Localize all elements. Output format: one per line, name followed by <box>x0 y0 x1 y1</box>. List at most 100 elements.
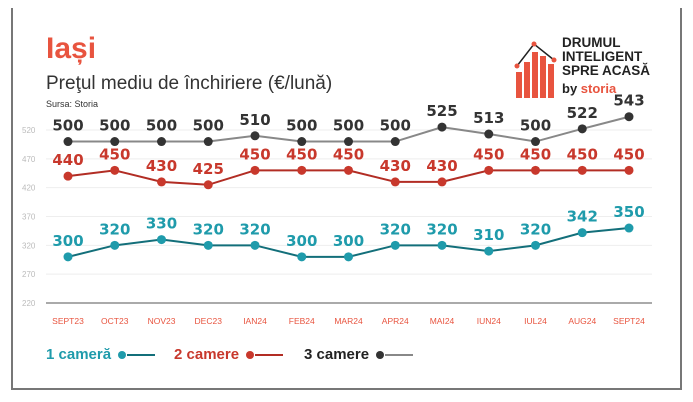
data-label: 320 <box>99 220 130 238</box>
data-label: 440 <box>52 151 83 169</box>
data-point <box>484 246 494 256</box>
legend-label: 2 camere <box>174 346 240 363</box>
data-point <box>157 235 166 245</box>
data-label: 500 <box>333 117 364 135</box>
x-tick-label: MAI24 <box>430 316 455 326</box>
data-label: 425 <box>193 160 224 178</box>
data-label: 500 <box>146 117 177 135</box>
data-label: 522 <box>567 104 598 122</box>
data-point <box>577 124 587 134</box>
data-label: 450 <box>520 145 551 163</box>
logo-brand: storia <box>580 81 617 96</box>
data-label: 342 <box>567 208 598 226</box>
x-tick-label: APR24 <box>382 316 409 326</box>
data-point <box>624 165 634 175</box>
data-point <box>250 240 260 250</box>
x-tick-label: DEC23 <box>195 316 223 326</box>
data-point <box>390 137 400 147</box>
legend-label: 3 camere <box>304 346 370 363</box>
legend-2-camere: 2 camere <box>174 346 285 363</box>
legend-marker-icon <box>246 350 284 359</box>
y-tick-label: 270 <box>22 270 36 279</box>
data-point <box>390 240 400 250</box>
data-label: 500 <box>520 117 551 135</box>
data-point <box>484 165 494 175</box>
data-label: 320 <box>193 220 224 238</box>
data-label: 543 <box>613 92 644 110</box>
data-point <box>297 165 307 175</box>
data-label: 310 <box>473 226 504 244</box>
legend-marker-icon <box>376 350 414 359</box>
data-point <box>203 240 213 250</box>
data-point <box>110 240 120 250</box>
data-label: 500 <box>286 117 317 135</box>
data-label: 513 <box>473 109 504 127</box>
data-label: 430 <box>380 157 411 175</box>
data-point <box>344 165 353 175</box>
legend-label: 1 cameră <box>46 346 112 363</box>
y-tick-label: 320 <box>22 241 36 250</box>
data-label: 500 <box>52 117 83 135</box>
data-label: 430 <box>426 157 457 175</box>
data-label: 300 <box>333 232 364 250</box>
data-point <box>63 171 73 181</box>
chart-subtitle: Preţul mediu de închiriere (€/lună) <box>46 73 333 94</box>
x-tick-label: IUN24 <box>477 316 501 326</box>
data-label: 430 <box>146 157 177 175</box>
data-point <box>203 180 213 190</box>
data-label: 450 <box>473 145 504 163</box>
data-label: 500 <box>193 117 224 135</box>
y-tick-label: 420 <box>22 184 36 193</box>
data-label: 450 <box>333 145 364 163</box>
logo-bars-icon <box>514 41 557 98</box>
logo-line2: INTELIGENT <box>562 49 643 64</box>
chart-frame <box>11 8 682 390</box>
data-point <box>437 177 447 187</box>
x-tick-label: AUG24 <box>568 316 596 326</box>
data-point <box>297 252 307 262</box>
source-note: Sursa: Storia <box>46 99 99 109</box>
x-tick-label: SEPT23 <box>52 316 84 326</box>
logo: DRUMUL INTELIGENT SPRE ACASĂ by storia <box>514 36 674 100</box>
data-point <box>344 252 353 262</box>
data-point <box>531 240 540 250</box>
data-point <box>110 137 120 147</box>
logo-line3: SPRE ACASĂ <box>562 63 651 78</box>
data-point <box>157 137 166 147</box>
data-point <box>63 252 73 262</box>
y-tick-label: 470 <box>22 155 36 164</box>
data-label: 300 <box>52 232 83 250</box>
data-point <box>157 177 166 187</box>
legend-3-camere: 3 camere <box>304 346 415 363</box>
data-point <box>63 137 73 147</box>
data-label: 450 <box>286 145 317 163</box>
x-tick-label: OCT23 <box>101 316 129 326</box>
data-label: 450 <box>99 145 130 163</box>
data-point <box>531 165 540 175</box>
data-point <box>344 137 353 147</box>
data-label: 350 <box>613 203 644 221</box>
data-point <box>297 137 307 147</box>
x-tick-label: IAN24 <box>243 316 267 326</box>
logo-by: by <box>562 81 578 96</box>
data-label: 320 <box>239 220 270 238</box>
data-label: 450 <box>567 145 598 163</box>
data-point <box>531 137 540 147</box>
data-label: 320 <box>520 220 551 238</box>
data-label: 525 <box>426 102 457 120</box>
y-tick-label: 370 <box>22 213 36 222</box>
data-point <box>437 122 447 132</box>
data-point <box>203 137 213 147</box>
x-tick-label: FEB24 <box>289 316 315 326</box>
data-label: 500 <box>99 117 130 135</box>
data-label: 450 <box>613 145 644 163</box>
data-label: 300 <box>286 232 317 250</box>
city-title: Iași <box>46 32 97 65</box>
data-point <box>577 228 587 238</box>
y-tick-label: 520 <box>22 126 36 135</box>
data-label: 320 <box>380 220 411 238</box>
x-tick-label: NOV23 <box>148 316 176 326</box>
data-point <box>250 165 260 175</box>
data-point <box>110 165 120 175</box>
